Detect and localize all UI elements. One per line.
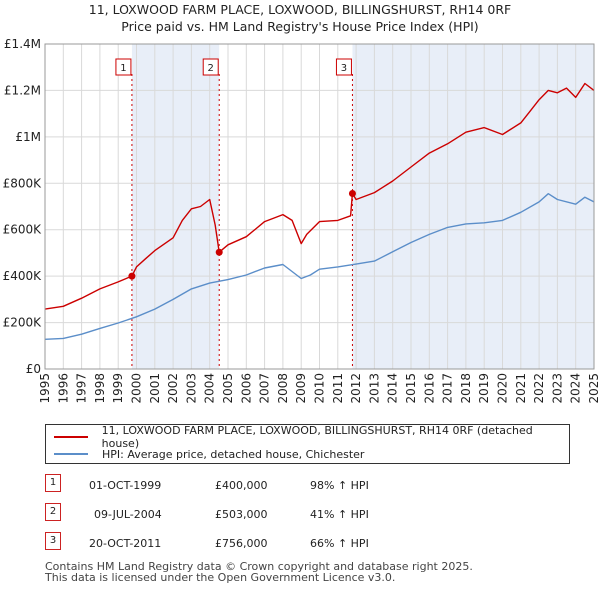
x-tick-label: 2024 (569, 373, 583, 404)
chart-legend: 11, LOXWOOD FARM PLACE, LOXWOOD, BILLING… (45, 424, 570, 464)
sale-number-badge: 1 (45, 474, 61, 492)
sale-label-box (202, 58, 219, 76)
x-tick-label: 2003 (184, 373, 198, 404)
footer: Contains HM Land Registry data © Crown c… (45, 561, 473, 583)
sale-point (348, 190, 356, 197)
sale-date: 20-OCT-2011 (89, 537, 162, 550)
price-chart: £0 £200K £400K £600K £800K £1M £1.2M £1.4M 1995 1… (3, 37, 600, 404)
x-tick-label: 1998 (93, 373, 107, 404)
x-tick-label: 2010 (313, 373, 327, 404)
x-tick-label: 2018 (459, 373, 473, 404)
x-tick-label: 2012 (349, 373, 363, 404)
legend-swatch-property (54, 436, 88, 438)
x-tick-label: 1995 (38, 373, 52, 404)
sale-label-box (115, 58, 132, 76)
legend-swatch-hpi (54, 453, 88, 455)
x-tick-label: 2009 (294, 373, 308, 404)
x-tick-label: 2023 (550, 373, 564, 404)
x-tick-label: 2014 (386, 373, 400, 404)
sale-date: 01-OCT-1999 (89, 479, 162, 492)
sale-row: 1 01-OCT-1999 £400,000 98% ↑ HPI (45, 472, 425, 501)
x-tick-label: 1996 (56, 373, 70, 404)
sale-number-badge: 3 (45, 532, 61, 550)
y-tick-label: £1.4M (4, 37, 41, 51)
sale-hpi-delta: 41% ↑ HPI (310, 508, 369, 521)
x-tick-label: 2017 (441, 373, 455, 404)
legend-item-property: 11, LOXWOOD FARM PLACE, LOXWOOD, BILLING… (54, 424, 569, 450)
legend-label-hpi: HPI: Average price, detached house, Chic… (102, 447, 365, 461)
y-tick-label: £1.2M (4, 83, 41, 97)
ownership-shade (131, 44, 220, 369)
plot-frame (44, 43, 595, 370)
sale-hpi-delta: 98% ↑ HPI (310, 479, 369, 492)
hpi-line (44, 192, 595, 340)
sale-price: £400,000 (215, 479, 268, 492)
sale-price: £503,000 (215, 508, 268, 521)
footer-copyright: Contains HM Land Registry data © Crown c… (45, 560, 473, 573)
x-tick-label: 2022 (532, 373, 546, 404)
x-tick-label: 2005 (221, 373, 235, 404)
x-tick-label: 2025 (587, 373, 600, 404)
x-tick-label: 1997 (75, 373, 89, 404)
x-tick-label: 2019 (477, 373, 491, 404)
x-tick-label: 2007 (258, 373, 272, 404)
property-price-line (44, 82, 595, 310)
y-tick-label: £600K (3, 223, 43, 237)
sale-row: 2 09-JUL-2004 £503,000 41% ↑ HPI (45, 501, 425, 530)
sale-label-box (335, 58, 352, 76)
sales-table: 1 01-OCT-1999 £400,000 98% ↑ HPI 2 09-JU… (45, 472, 425, 559)
sale-row: 3 20-OCT-2011 £756,000 66% ↑ HPI (45, 530, 425, 559)
sale-label-number: 1 (120, 63, 126, 74)
legend-label-property: 11, LOXWOOD FARM PLACE, LOXWOOD, BILLING… (101, 424, 533, 450)
x-tick-label: 2000 (130, 373, 144, 404)
sale-point (128, 272, 136, 280)
x-tick-label: 2011 (331, 373, 345, 404)
x-tick-label: 2016 (422, 373, 436, 404)
sale-price: £756,000 (215, 537, 268, 550)
x-tick-label: 2001 (148, 373, 162, 404)
x-tick-label: 1999 (111, 373, 125, 404)
legend-item-hpi: HPI: Average price, detached house, Chic… (54, 445, 364, 463)
x-tick-label: 2013 (367, 373, 381, 404)
x-tick-label: 2006 (239, 373, 253, 404)
sale-hpi-delta: 66% ↑ HPI (310, 537, 369, 550)
sale-date: 09-JUL-2004 (94, 508, 162, 521)
x-tick-label: 2015 (404, 373, 418, 404)
y-tick-label: £200K (3, 316, 43, 330)
sale-number-badge: 2 (45, 503, 61, 521)
sale-label-number: 2 (208, 63, 214, 74)
y-tick-label: £800K (3, 176, 43, 190)
sale-point (215, 248, 223, 256)
x-tick-label: 2002 (166, 373, 180, 404)
sale-label-number: 3 (341, 63, 347, 74)
x-tick-label: 2008 (276, 373, 290, 404)
x-tick-label: 2004 (203, 373, 217, 404)
x-tick-label: 2020 (496, 373, 510, 404)
y-tick-label: £1M (15, 130, 41, 144)
y-tick-label: £400K (3, 269, 43, 283)
footer-licence: This data is licensed under the Open Gov… (45, 571, 396, 584)
y-tick-label: £0 (26, 362, 41, 376)
chart-title-line1: 11, LOXWOOD FARM PLACE, LOXWOOD, BILLING… (88, 2, 512, 17)
x-tick-label: 2021 (514, 373, 528, 404)
chart-title-line2: Price paid vs. HM Land Registry's House … (121, 19, 479, 34)
